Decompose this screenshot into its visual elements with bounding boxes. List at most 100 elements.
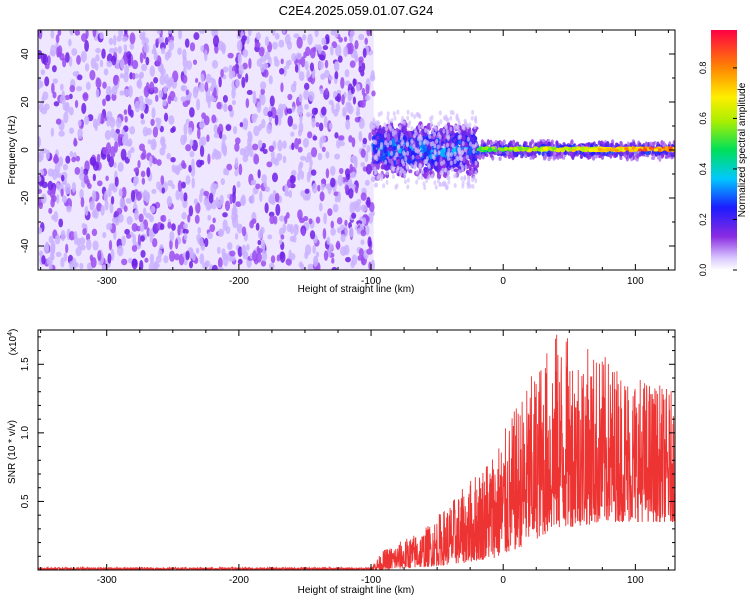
- noise-cell: [242, 117, 249, 128]
- noise-cell: [331, 257, 335, 264]
- carrier-halo-cell: [606, 140, 610, 147]
- carrier-halo-cell: [523, 141, 527, 146]
- noise-cell: [138, 213, 144, 223]
- noise-cell: [144, 96, 149, 104]
- carrier-cell: [605, 147, 611, 152]
- carrier-halo-cell: [480, 139, 484, 145]
- noise-cell: [321, 37, 327, 46]
- noise-cell: [227, 104, 233, 112]
- noise-cell: [231, 99, 236, 106]
- noise-cell: [335, 240, 341, 251]
- noise-cell: [225, 169, 230, 176]
- noise-cell: [275, 203, 281, 216]
- noise-cell: [251, 113, 259, 119]
- noise-cell: [340, 233, 346, 243]
- noise-cell: [64, 101, 70, 114]
- noise-cell: [173, 96, 178, 102]
- noise-cell: [109, 201, 114, 214]
- noise-cell: [349, 60, 356, 68]
- noise-cell: [46, 256, 53, 266]
- onset-halo-cell: [430, 115, 434, 121]
- noise-cell: [140, 113, 144, 120]
- noise-cell: [69, 127, 74, 134]
- noise-cell: [365, 225, 370, 236]
- onset-halo-cell: [396, 109, 400, 115]
- noise-cell: [330, 177, 336, 188]
- noise-cell: [219, 194, 224, 206]
- noise-cell: [85, 233, 91, 241]
- noise-cell: [166, 152, 171, 160]
- noise-cell: [63, 252, 68, 262]
- noise-cell: [343, 244, 350, 256]
- onset-halo-cell: [457, 117, 461, 123]
- carrier-cell: [583, 148, 589, 152]
- onset-halo-cell: [385, 170, 389, 176]
- colorbar-tick-label: 0.4: [698, 163, 708, 176]
- onset-halo-cell: [449, 115, 453, 121]
- noise-cell: [364, 179, 370, 186]
- noise-cell: [288, 189, 293, 199]
- noise-cell: [260, 88, 265, 95]
- noise-cell: [160, 47, 166, 55]
- noise-cell: [160, 67, 166, 77]
- noise-cell: [266, 123, 273, 135]
- noise-cell: [195, 247, 200, 254]
- noise-cell: [217, 126, 221, 135]
- x-tick-label: -200: [229, 575, 249, 586]
- noise-cell: [138, 73, 143, 80]
- noise-cell: [84, 205, 89, 216]
- noise-cell: [48, 207, 53, 214]
- onset-halo-cell: [410, 163, 414, 169]
- carrier-halo-cell: [594, 154, 598, 159]
- noise-cell: [262, 148, 268, 155]
- noise-cell: [146, 127, 152, 136]
- noise-cell: [76, 55, 81, 65]
- noise-cell: [78, 172, 86, 181]
- noise-cell: [106, 86, 112, 97]
- carrier-halo-cell: [507, 142, 511, 148]
- noise-cell: [126, 215, 133, 225]
- noise-cell: [334, 132, 339, 139]
- onset-cell: [380, 164, 385, 170]
- noise-cell: [73, 262, 79, 268]
- noise-cell: [110, 195, 115, 205]
- onset-halo-cell: [400, 132, 404, 138]
- noise-cell: [277, 139, 283, 152]
- noise-cell: [168, 30, 173, 34]
- noise-cell: [274, 114, 279, 126]
- noise-cell: [211, 264, 219, 270]
- noise-cell: [200, 45, 205, 52]
- noise-cell: [95, 77, 102, 89]
- noise-cell: [285, 258, 292, 266]
- noise-cell: [360, 229, 367, 237]
- noise-cell: [222, 212, 228, 218]
- x-tick-label: -200: [229, 276, 249, 287]
- carrier-halo-cell: [512, 139, 516, 145]
- noise-cell: [370, 70, 375, 80]
- noise-cell: [38, 136, 41, 148]
- noise-cell: [199, 122, 205, 130]
- carrier-cell: [481, 146, 486, 151]
- noise-cell: [239, 148, 246, 156]
- noise-cell: [327, 208, 333, 217]
- noise-cell: [64, 94, 71, 101]
- noise-cell: [280, 82, 284, 93]
- onset-halo-cell: [456, 124, 460, 130]
- noise-cell: [114, 176, 119, 187]
- y-tick-label: 1.0: [20, 425, 31, 439]
- noise-cell: [181, 160, 186, 169]
- noise-cell: [297, 209, 303, 220]
- noise-cell: [135, 73, 139, 79]
- noise-cell: [163, 112, 169, 122]
- noise-cell: [252, 179, 257, 185]
- noise-cell: [188, 260, 194, 269]
- spectrogram-xlabel: Height of straight line (km): [298, 284, 415, 295]
- onset-halo-cell: [433, 124, 437, 130]
- noise-cell: [157, 249, 163, 258]
- onset-halo-cell: [382, 183, 386, 189]
- noise-cell: [334, 195, 339, 203]
- onset-halo-cell: [468, 122, 472, 128]
- noise-cell: [106, 60, 113, 68]
- noise-cell: [223, 103, 228, 113]
- noise-cell: [68, 106, 74, 116]
